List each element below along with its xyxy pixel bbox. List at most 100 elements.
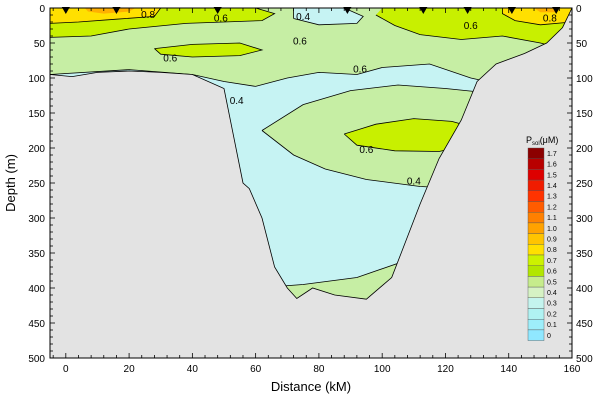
x-tick-label: 100: [374, 364, 391, 375]
region-0.8-west: [50, 8, 161, 24]
contour-lines: [50, 8, 572, 289]
x-tick-label: 40: [187, 364, 199, 375]
station-marker: [343, 7, 352, 14]
contour-line: [293, 8, 364, 26]
contour-label: 0.4: [296, 12, 310, 23]
y-tick-label: 100: [28, 74, 45, 85]
contour-label: 0.8: [543, 14, 557, 25]
colorbar-label: 1.6: [547, 162, 557, 169]
colorbar-swatch: [527, 265, 545, 277]
colorbar-label: 1.7: [547, 151, 557, 158]
contour-label: 0.6: [359, 145, 373, 156]
region-0.6-deep: [344, 118, 478, 152]
colorbar-legend: Psol(μM) 1.7 1.6 1.5 1.4 1.3 1.2 1.1 1.0 0.9 0.8 0.…: [526, 135, 558, 341]
colorbar-label: 1.0: [547, 226, 557, 233]
colorbar-label: 1.1: [547, 215, 557, 222]
x-tick-label: 140: [500, 364, 517, 375]
y-tick-label-right: 450: [576, 319, 593, 330]
colorbar-label: 0.4: [547, 290, 557, 297]
y-tick-label-right: 250: [576, 179, 593, 190]
colorbar-swatch: [527, 179, 545, 192]
y-tick-label-right: 200: [576, 144, 593, 155]
colorbar-swatch: [527, 190, 545, 202]
colorbar-swatch: [527, 211, 545, 224]
colorbar-label: 1.4: [547, 183, 557, 190]
region-max-west: [84, 8, 136, 14]
colorbar-swatch: [527, 286, 545, 299]
colorbar-label: 1.3: [547, 194, 557, 201]
colorbar-label: 0.9: [547, 236, 557, 243]
y-tick-label-right: 300: [576, 214, 593, 225]
y-tick-label-right: 0: [576, 4, 582, 15]
colorbar-swatch: [527, 244, 545, 256]
y-tick-label: 450: [28, 319, 45, 330]
station-marker: [507, 7, 516, 14]
station-marker: [419, 7, 428, 14]
station-markers: [61, 7, 561, 14]
contour-label: 0.8: [141, 10, 155, 21]
contour-line: [375, 14, 572, 52]
x-axis-title: Distance (kM): [271, 379, 351, 394]
axes: 0 20 40 60 80 100 120 140 160 0 0 50 50 100 100 150 150 2…: [28, 4, 593, 375]
station-marker: [112, 7, 121, 14]
colorbar-label: 1.2: [547, 204, 557, 211]
x-tick-label: 0: [63, 364, 69, 375]
y-tick-label: 400: [28, 284, 45, 295]
concentration-fields: [50, 8, 572, 302]
y-tick-label: 50: [34, 39, 46, 50]
station-marker: [552, 7, 561, 14]
contour-label: 0.6: [214, 14, 228, 25]
colorbar-label: 0.2: [547, 311, 557, 318]
colorbar-swatch: [527, 147, 545, 159]
y-tick-label-right: 400: [576, 284, 593, 295]
region-0.6-pocket: [154, 43, 262, 57]
seafloor: [50, 8, 572, 358]
y-tick-label: 250: [28, 179, 45, 190]
x-tick-label: 120: [437, 364, 454, 375]
colorbar-swatch: [527, 158, 545, 170]
colorbar-label: 0.5: [547, 279, 557, 286]
colorbar-swatch: [527, 308, 545, 320]
y-tick-label: 200: [28, 144, 45, 155]
colorbar-swatch: [527, 276, 545, 288]
colorbar-label: 1.5: [547, 172, 557, 179]
contour-line: [50, 8, 276, 38]
x-tick-label: 20: [124, 364, 136, 375]
colorbar-swatch: [527, 254, 545, 266]
y-tick-label: 150: [28, 109, 45, 120]
colorbar-label: 0: [547, 333, 551, 340]
contour-label: 0.6: [163, 53, 177, 64]
y-tick-label: 0: [39, 4, 45, 15]
x-tick-label: 160: [564, 364, 581, 375]
contour-line: [502, 8, 572, 26]
contour-label: 0.4: [230, 96, 244, 107]
contour-label: 0.6: [464, 21, 478, 32]
colorbar-swatch: [527, 297, 545, 309]
y-tick-label: 350: [28, 249, 45, 260]
contour-line: [261, 84, 493, 131]
y-tick-label: 300: [28, 214, 45, 225]
colorbar-swatch: [527, 169, 545, 181]
colorbar-label: 0.1: [547, 322, 557, 329]
region-0.4-surface: [293, 8, 364, 25]
y-tick-label: 500: [28, 354, 45, 365]
y-tick-label-right: 100: [576, 74, 593, 85]
seafloor-land: [50, 8, 572, 358]
station-marker: [61, 7, 70, 14]
y-tick-label-right: 350: [576, 249, 593, 260]
contour-label: 0.6: [353, 65, 367, 76]
contour-label: 0.6: [293, 37, 307, 48]
station-marker: [463, 7, 472, 14]
colorbar-label: 0.8: [547, 247, 557, 254]
colorbar-label: 0.7: [547, 258, 557, 265]
contour-line: [154, 42, 264, 58]
colorbar-swatch: [527, 233, 545, 245]
y-tick-label-right: 150: [576, 109, 593, 120]
colorbar-label: 0.6: [547, 269, 557, 276]
colorbar-swatch: [527, 319, 545, 331]
x-tick-label: 60: [250, 364, 262, 375]
colorbar-swatch: [527, 222, 545, 234]
y-tick-label-right: 50: [576, 39, 588, 50]
